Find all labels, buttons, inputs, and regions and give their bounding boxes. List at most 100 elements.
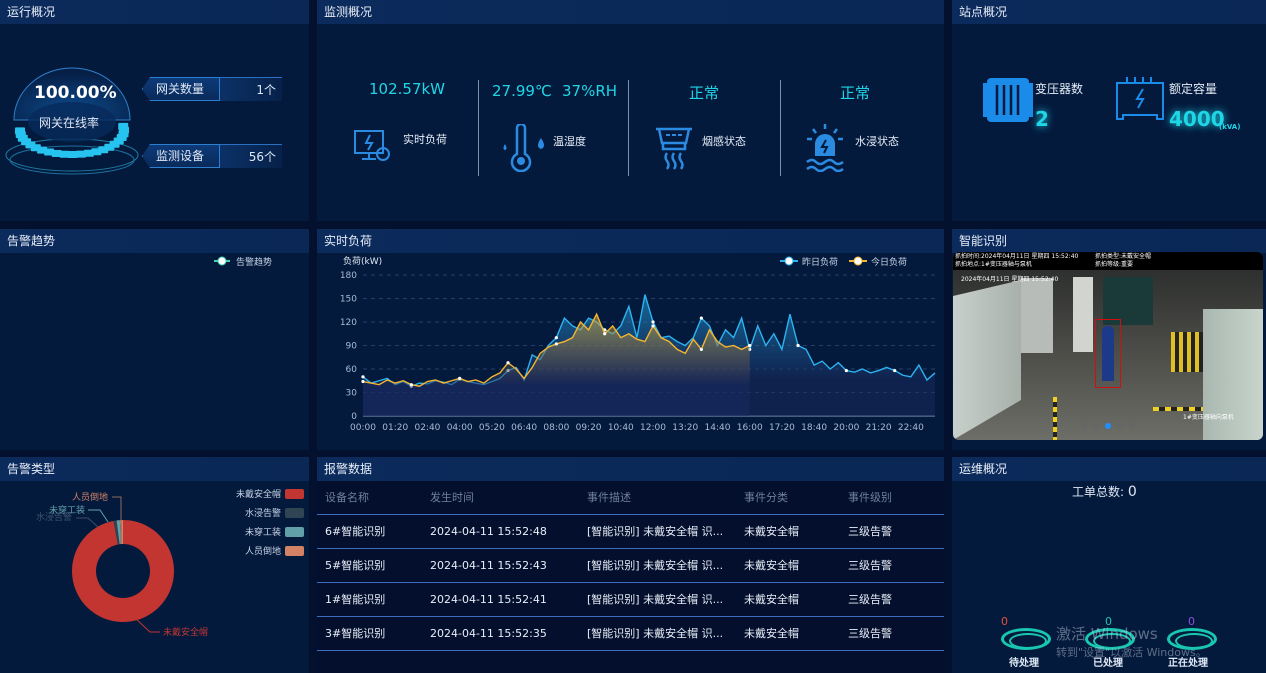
x-tick-label: 06:40: [511, 423, 537, 433]
x-tick-label: 12:00: [640, 423, 666, 433]
gateway-count: 网关数量 1个: [142, 77, 282, 101]
done-ring-icon: [1085, 628, 1135, 650]
carousel-dot[interactable]: [1117, 423, 1123, 429]
panel-title: 告警趋势: [0, 229, 309, 253]
load-value: 102.57kW: [369, 80, 446, 98]
monitor-power-icon: [354, 130, 390, 161]
alarm-trend-chart: 0204060801001357911131517192123252729: [214, 256, 230, 266]
x-tick-label: 14:40: [705, 423, 731, 433]
x-tick-label: 09:20: [576, 423, 602, 433]
y-tick-label: 60: [346, 365, 358, 375]
load-label: 实时负荷: [403, 133, 447, 146]
x-tick-label: 05:20: [479, 423, 505, 433]
table-cell: 三级告警: [840, 616, 944, 651]
x-tick-label: 13:20: [672, 423, 698, 433]
carousel-dot[interactable]: [1129, 423, 1135, 429]
carousel-dot[interactable]: [1081, 423, 1087, 429]
alarm-data-panel: 报警数据 设备名称 发生时间 事件描述 事件分类 事件级别 6#智能识别 2024…: [317, 457, 944, 673]
x-tick-label: 18:40: [801, 423, 827, 433]
table-cell: [智能识别] 未戴安全帽 识...: [579, 616, 736, 651]
alarm-trend-panel: 告警趋势 02040608010013579111315171921232527…: [0, 229, 309, 450]
legend-yesterday: 昨日负荷: [802, 258, 839, 268]
temp-humidity-label: 温湿度: [553, 135, 586, 148]
carousel-dot[interactable]: [1105, 423, 1111, 429]
legend-label: 人员倒地: [245, 545, 281, 557]
legend-label: 水浸告警: [245, 507, 281, 519]
device-count-label: 监测设备: [142, 144, 220, 168]
legend-label: 未戴安全帽: [236, 488, 281, 500]
table-cell: 三级告警: [840, 514, 944, 549]
data-point: [651, 320, 655, 324]
legend-marker-yesterday: [784, 256, 794, 266]
online-rate-value: 100.00%: [34, 83, 117, 103]
work-order-total-value: 0: [1127, 484, 1137, 500]
camera-snapshot[interactable]: 抓拍时间:2024年04月11日 星期四 15:52:40 抓拍类型:未戴安全帽…: [953, 252, 1263, 440]
transformer-count-value: 2: [1035, 107, 1049, 131]
carousel-dots: [1081, 423, 1135, 429]
x-tick-label: 21:20: [866, 423, 892, 433]
gauge-segment: [67, 150, 78, 158]
run-overview-panel: 运行概况 100.00% 网关在线率 网关数量 1个 监测设备 56个: [0, 0, 309, 221]
data-point: [409, 383, 413, 387]
capture-type: 抓拍类型:未戴安全帽: [1095, 253, 1152, 260]
legend-today: 今日负荷: [871, 258, 908, 268]
realtime-load-panel: 实时负荷 负荷(kW) 0 30 60 90 120 150 180 00:00 01:20 02…: [317, 229, 944, 450]
device-count: 监测设备 56个: [142, 144, 282, 168]
donut-label: 水浸告警: [36, 511, 72, 523]
column-header: 事件分类: [736, 481, 840, 515]
data-point: [554, 342, 558, 346]
table-row[interactable]: 3#智能识别 2024-04-11 15:52:35 [智能识别] 未戴安全帽 识.…: [317, 616, 944, 651]
data-point: [458, 376, 462, 380]
table-cell: 三级告警: [840, 582, 944, 617]
donut-label: 未穿工装: [49, 504, 85, 516]
device-count-value: 56个: [220, 144, 282, 168]
legend-swatch: [285, 527, 304, 537]
donut-label: 未戴安全帽: [163, 626, 208, 638]
x-tick-label: 22:40: [898, 423, 924, 433]
done-label: 已处理: [1093, 658, 1123, 669]
pending-label: 待处理: [1009, 658, 1039, 669]
gauge-segment: [59, 150, 70, 158]
data-point: [699, 347, 703, 352]
leader-line: [76, 517, 99, 528]
table-cell: 三级告警: [840, 548, 944, 583]
table-row[interactable]: 1#智能识别 2024-04-11 15:52:41 [智能识别] 未戴安全帽 识.…: [317, 582, 944, 617]
table-row[interactable]: 5#智能识别 2024-04-11 15:52:43 [智能识别] 未戴安全帽 识.…: [317, 548, 944, 583]
table-cell: [智能识别] 未戴安全帽 识...: [579, 514, 736, 549]
y-tick-label: 120: [340, 318, 357, 328]
column-header: 设备名称: [317, 481, 422, 515]
smart-recognition-panel: 智能识别 抓拍时间:2024年04月11日 星期四 15:52:40 抓拍类型:…: [952, 229, 1266, 450]
data-point: [603, 332, 607, 336]
panel-title: 运维概况: [952, 457, 1266, 481]
legend-swatch: [285, 508, 304, 518]
y-axis-label: 负荷(kW): [343, 257, 383, 267]
carousel-dot[interactable]: [1093, 423, 1099, 429]
data-point: [361, 375, 365, 379]
table-cell: 2024-04-11 15:52:48: [422, 514, 579, 549]
capture-time: 抓拍时间:2024年04月11日 星期四 15:52:40: [955, 253, 1079, 260]
column-header: 事件级别: [840, 481, 944, 515]
table-cell: 6#智能识别: [317, 514, 422, 549]
monitor-overview-panel: 监测概况 102.57kW 27.99℃ 37%RH 正常 正常 实时负荷 温湿…: [317, 0, 944, 221]
column-header: 发生时间: [422, 481, 579, 515]
table-cell: 2024-04-11 15:52:41: [422, 582, 579, 617]
leader-line: [134, 617, 160, 633]
transformer-icon: [983, 78, 1033, 122]
x-tick-label: 01:20: [382, 423, 408, 433]
panel-title: 站点概况: [952, 0, 1266, 24]
data-point: [893, 368, 897, 373]
table-cell: 未戴安全帽: [736, 548, 840, 583]
thermometer-icon: [503, 124, 544, 172]
load-area-1: [363, 314, 750, 416]
station-overview-panel: 站点概况 变压器数 2 额定容量 4000 (kVA): [952, 0, 1266, 221]
donut-slice: [113, 520, 120, 545]
online-rate-label: 网关在线率: [39, 116, 100, 130]
panel-title: 实时负荷: [317, 229, 944, 253]
capacity-unit: (kVA): [1219, 123, 1241, 131]
in-progress-ring-icon: [1167, 628, 1217, 650]
panel-title: 报警数据: [317, 457, 944, 481]
realtime-load-chart: 0 30 60 90 120 150 180 00:00 01:20 02:40 04:00 05:2…: [340, 256, 936, 433]
table-row[interactable]: 6#智能识别 2024-04-11 15:52:48 [智能识别] 未戴安全帽 识.…: [317, 514, 944, 549]
panel-title: 运行概况: [0, 0, 309, 24]
